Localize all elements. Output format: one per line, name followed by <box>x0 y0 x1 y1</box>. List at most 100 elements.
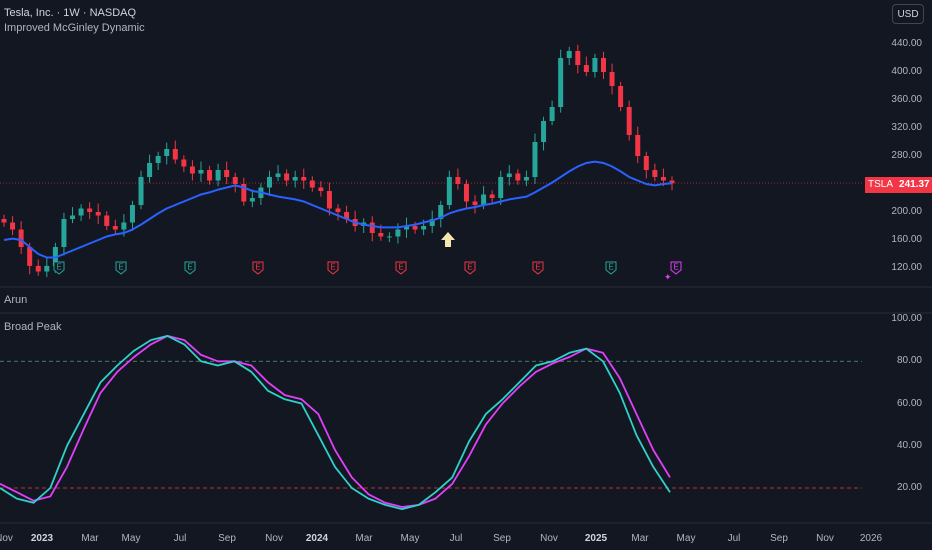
earnings-marker-icon <box>115 261 127 275</box>
candle-body <box>386 236 392 238</box>
oscillator-tick-label: 20.00 <box>896 482 922 493</box>
broad-peak-pane-label[interactable]: Broad Peak <box>4 321 62 333</box>
time-tick-label: Mar <box>81 533 99 544</box>
candle-body <box>404 226 410 230</box>
candle-body <box>523 177 529 181</box>
earnings-marker-label: E <box>187 263 192 272</box>
time-tick-label: Nov <box>540 533 558 544</box>
price-tick-label: 200.00 <box>891 206 922 217</box>
candle-body <box>421 226 427 230</box>
candle-body <box>44 265 50 272</box>
time-tick-label: 2023 <box>30 533 54 544</box>
candle-body <box>429 219 435 226</box>
time-tick-label: Nov <box>816 533 834 544</box>
candle-body <box>275 173 281 177</box>
time-tick-label: 2026 <box>859 533 883 544</box>
earnings-marker-icon <box>184 261 196 275</box>
candle-body <box>104 215 110 226</box>
candle-body <box>515 173 521 181</box>
earnings-marker-icon <box>464 261 476 275</box>
candle-body <box>326 191 332 209</box>
time-tick-label: May <box>400 533 420 544</box>
earnings-marker-icon <box>670 261 682 275</box>
price-tick-label: 400.00 <box>891 66 922 77</box>
oscillator-fast-line <box>0 334 671 511</box>
candle-body <box>506 173 512 177</box>
candle-body <box>438 205 444 219</box>
candle-body <box>344 212 350 219</box>
earnings-marker-label: E <box>56 263 61 272</box>
candle-body <box>335 208 341 212</box>
earnings-marker-icon <box>532 261 544 275</box>
earnings-marker-label: E <box>608 263 613 272</box>
candle-body <box>463 184 469 202</box>
price-tick-label: 360.00 <box>891 94 922 105</box>
candle-body <box>95 212 101 216</box>
mcginley-dynamic-line <box>3 160 673 259</box>
price-tick-label: 160.00 <box>891 234 922 245</box>
oscillator-tick-label: 40.00 <box>896 439 922 451</box>
time-tick-label: Nov <box>265 533 283 544</box>
candle-body <box>87 208 93 212</box>
currency-button[interactable]: USD <box>892 4 924 24</box>
oscillator-tick-label: 100.00 <box>891 313 922 324</box>
candle-body <box>378 233 384 237</box>
candle-body <box>121 222 127 230</box>
candle-body <box>412 226 418 230</box>
candle-body <box>292 177 298 181</box>
candle-body <box>172 149 178 160</box>
candle-body <box>224 170 230 177</box>
candle-body <box>592 58 598 72</box>
candle-body <box>558 58 564 107</box>
time-tick-label: Nov <box>0 533 13 544</box>
candle-body <box>609 72 615 86</box>
candle-body <box>112 226 118 230</box>
chart-title: Tesla, Inc. · 1W · NASDAQ <box>4 7 137 19</box>
oscillator-tick-label: 60.00 <box>896 397 922 409</box>
candle-body <box>232 177 238 184</box>
time-tick-label: Jul <box>173 533 187 544</box>
candle-body <box>35 265 41 272</box>
price-tag-symbol: TSLA <box>865 177 897 193</box>
candle-body <box>575 51 581 65</box>
last-price-tag: TSLA 241.37 <box>865 177 932 193</box>
time-tick-label: Mar <box>355 533 373 544</box>
candle-body <box>652 170 658 177</box>
earnings-marker-label: E <box>118 263 123 272</box>
earnings-marker-label: E <box>330 263 335 272</box>
buy-signal-arrow-icon <box>441 232 455 247</box>
candle-body <box>18 229 24 247</box>
candle-body <box>395 229 401 237</box>
upcoming-earnings-star-icon: ✦ <box>664 273 672 283</box>
candle-body <box>129 205 135 223</box>
time-tick-label: Jul <box>449 533 463 544</box>
earnings-marker-icon <box>605 261 617 275</box>
price-tick-label: 440.00 <box>891 38 922 49</box>
candle-body <box>138 177 144 205</box>
candle-body <box>481 194 487 205</box>
candle-body <box>498 177 504 198</box>
candle-body <box>489 194 495 198</box>
price-tick-label: 120.00 <box>891 262 922 273</box>
time-tick-label: Sep <box>493 533 511 544</box>
candle-body <box>618 86 624 107</box>
indicator-label[interactable]: Improved McGinley Dynamic <box>4 22 145 34</box>
candle-body <box>266 177 272 188</box>
candle-body <box>318 187 324 191</box>
price-tick-label: 280.00 <box>891 150 922 161</box>
earnings-marker-label: E <box>467 263 472 272</box>
candle-body <box>566 51 572 58</box>
time-tick-label: May <box>676 533 696 544</box>
candle-body <box>61 219 67 247</box>
time-tick-label: Sep <box>218 533 236 544</box>
arun-pane-label[interactable]: Arun <box>4 294 28 306</box>
oscillator-slow-line <box>0 334 671 508</box>
time-tick-label: 2025 <box>584 533 608 544</box>
candle-body <box>249 198 255 202</box>
candle-body <box>301 177 307 181</box>
time-tick-label: Sep <box>770 533 788 544</box>
candle-body <box>10 222 16 230</box>
candle-body <box>455 177 461 184</box>
price-tag-value: 241.37 <box>896 177 932 193</box>
